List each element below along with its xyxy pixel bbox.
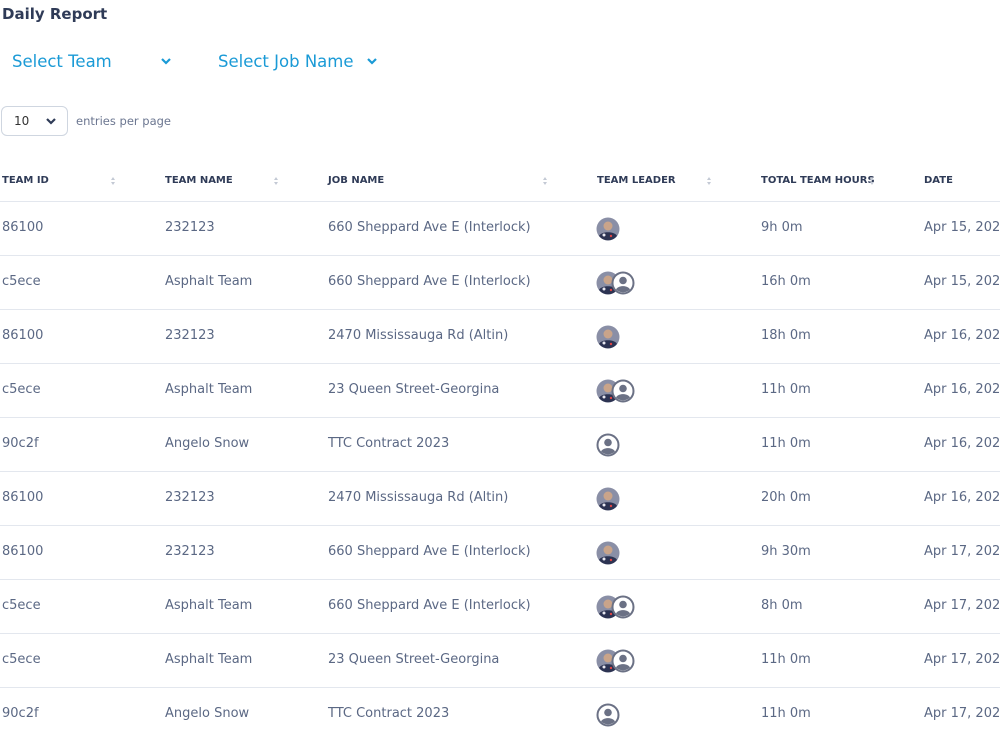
table-cell: 660 Sheppard Ave E (Interlock) bbox=[328, 274, 531, 289]
leader-avatars bbox=[596, 379, 635, 403]
table-cell: 86100 bbox=[2, 490, 44, 505]
sort-icon[interactable] bbox=[110, 176, 116, 186]
leader-avatars bbox=[596, 271, 635, 295]
table-row[interactable]: 90c2f Angelo Snow TTC Contract 2023 11h 0m A… bbox=[0, 687, 1000, 742]
table-cell: 23 Queen Street-Georgina bbox=[328, 652, 500, 667]
table-cell: Apr 17, 2024 bbox=[924, 652, 1000, 667]
column-header[interactable]: TEAM ID bbox=[2, 175, 49, 186]
table-cell: Asphalt Team bbox=[165, 382, 253, 397]
table-cell: Angelo Snow bbox=[165, 706, 250, 721]
team-select[interactable]: Select Team bbox=[12, 52, 112, 71]
table-row[interactable]: 86100 232123 2470 Mississauga Rd (Altin) 20… bbox=[0, 471, 1000, 526]
table-cell: 9h 30m bbox=[761, 544, 811, 559]
column-header[interactable]: TOTAL TEAM HOURS bbox=[761, 175, 875, 186]
leader-avatar bbox=[596, 217, 620, 241]
table-row[interactable]: c5ece Asphalt Team 660 Sheppard Ave E (Int… bbox=[0, 255, 1000, 310]
table-cell: Apr 16, 2024 bbox=[924, 382, 1000, 397]
column-header[interactable]: JOB NAME bbox=[328, 175, 385, 186]
table-cell: 86100 bbox=[2, 544, 44, 559]
table-cell: Apr 16, 2024 bbox=[924, 436, 1000, 451]
table-cell: 16h 0m bbox=[761, 274, 811, 289]
leader-avatars bbox=[596, 595, 635, 619]
table-cell: 232123 bbox=[165, 490, 215, 505]
leader-avatar bbox=[596, 433, 620, 457]
table-cell: 8h 0m bbox=[761, 598, 803, 613]
table-cell: 11h 0m bbox=[761, 382, 811, 397]
sort-icon[interactable] bbox=[273, 176, 279, 186]
table-row[interactable]: 90c2f Angelo Snow TTC Contract 2023 11h 0m A… bbox=[0, 417, 1000, 472]
table-row[interactable]: c5ece Asphalt Team 23 Queen Street-Georgin… bbox=[0, 363, 1000, 418]
table-cell: Apr 17, 2024 bbox=[924, 706, 1000, 721]
job-select[interactable]: Select Job Name bbox=[218, 52, 354, 71]
table-cell: 2470 Mississauga Rd (Altin) bbox=[328, 328, 509, 343]
table-row[interactable]: 86100 232123 2470 Mississauga Rd (Altin) 18… bbox=[0, 309, 1000, 364]
table-cell: 660 Sheppard Ave E (Interlock) bbox=[328, 598, 531, 613]
table-cell: c5ece bbox=[2, 382, 41, 397]
table-cell: 86100 bbox=[2, 220, 44, 235]
table-cell: Asphalt Team bbox=[165, 598, 253, 613]
table-cell: 20h 0m bbox=[761, 490, 811, 505]
table-cell: 86100 bbox=[2, 328, 44, 343]
sort-icon[interactable] bbox=[542, 176, 548, 186]
table-cell: Apr 16, 2024 bbox=[924, 328, 1000, 343]
table-cell: c5ece bbox=[2, 274, 41, 289]
table-cell: 90c2f bbox=[2, 436, 39, 451]
table-cell: 232123 bbox=[165, 328, 215, 343]
table-cell: 23 Queen Street-Georgina bbox=[328, 382, 500, 397]
table-cell: c5ece bbox=[2, 598, 41, 613]
table-cell: Angelo Snow bbox=[165, 436, 250, 451]
table-row[interactable]: c5ece Asphalt Team 660 Sheppard Ave E (Int… bbox=[0, 579, 1000, 634]
table-cell: c5ece bbox=[2, 652, 41, 667]
chevron bbox=[367, 58, 377, 65]
table-cell: 232123 bbox=[165, 544, 215, 559]
table-row[interactable]: 86100 232123 660 Sheppard Ave E (Interlock… bbox=[0, 525, 1000, 580]
leader-avatar bbox=[596, 325, 620, 349]
table-cell: 90c2f bbox=[2, 706, 39, 721]
table-row[interactable]: 86100 232123 660 Sheppard Ave E (Interlock… bbox=[0, 201, 1000, 256]
table-cell: Apr 15, 2024 bbox=[924, 220, 1000, 235]
table-cell: TTC Contract 2023 bbox=[328, 706, 450, 721]
table-cell: 660 Sheppard Ave E (Interlock) bbox=[328, 220, 531, 235]
table-cell: 11h 0m bbox=[761, 706, 811, 721]
table-cell: 11h 0m bbox=[761, 652, 811, 667]
chevron bbox=[46, 118, 56, 125]
sort-icon[interactable] bbox=[706, 176, 712, 186]
column-header[interactable]: TEAM NAME bbox=[165, 175, 233, 186]
table-cell: 660 Sheppard Ave E (Interlock) bbox=[328, 544, 531, 559]
page-size: 10 bbox=[14, 114, 30, 128]
table-cell: 18h 0m bbox=[761, 328, 811, 343]
table-cell: Apr 16, 2024 bbox=[924, 490, 1000, 505]
chevron bbox=[161, 58, 171, 65]
table-cell: Asphalt Team bbox=[165, 274, 253, 289]
leader-avatar bbox=[596, 703, 620, 727]
table-cell: TTC Contract 2023 bbox=[328, 436, 450, 451]
table-cell: Asphalt Team bbox=[165, 652, 253, 667]
page-size-select[interactable]: 10 bbox=[1, 106, 68, 136]
column-header[interactable]: TEAM LEADER bbox=[597, 175, 676, 186]
leader-avatar bbox=[596, 487, 620, 511]
table-cell: 9h 0m bbox=[761, 220, 803, 235]
page-size-label: entries per page bbox=[76, 114, 171, 128]
leader-avatar bbox=[596, 541, 620, 565]
table-row[interactable]: c5ece Asphalt Team 23 Queen Street-Georgin… bbox=[0, 633, 1000, 688]
table-cell: 11h 0m bbox=[761, 436, 811, 451]
table-cell: 2470 Mississauga Rd (Altin) bbox=[328, 490, 509, 505]
table-cell: Apr 15, 2024 bbox=[924, 274, 1000, 289]
column-header[interactable]: DATE bbox=[924, 175, 953, 186]
leader-avatars bbox=[596, 649, 635, 673]
page-title: Daily Report bbox=[2, 5, 108, 23]
sort-icon[interactable] bbox=[869, 176, 875, 186]
table-cell: Apr 17, 2024 bbox=[924, 544, 1000, 559]
table-cell: 232123 bbox=[165, 220, 215, 235]
table-cell: Apr 17, 2024 bbox=[924, 598, 1000, 613]
